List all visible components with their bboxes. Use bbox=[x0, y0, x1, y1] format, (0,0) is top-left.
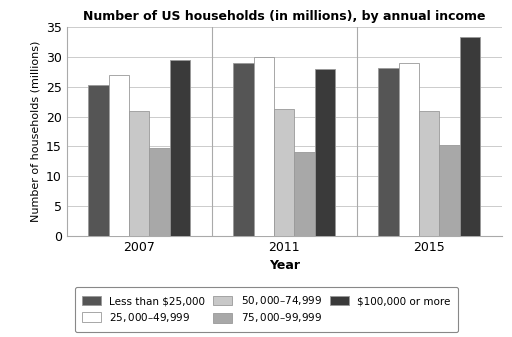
Bar bbox=[274, 109, 294, 236]
Bar bbox=[88, 85, 109, 236]
X-axis label: Year: Year bbox=[269, 259, 300, 272]
Bar bbox=[314, 69, 335, 236]
Bar bbox=[378, 68, 399, 236]
Bar bbox=[294, 152, 314, 236]
Legend: Less than $25,000, $25,000–$49,999, $50,000–$74,999, $75,000–$99,999, $100,000 o: Less than $25,000, $25,000–$49,999, $50,… bbox=[75, 287, 458, 332]
Bar bbox=[129, 111, 150, 236]
Bar bbox=[233, 63, 254, 236]
Bar bbox=[254, 57, 274, 236]
Bar bbox=[419, 111, 439, 236]
Bar bbox=[150, 148, 169, 236]
Bar bbox=[460, 36, 480, 236]
Title: Number of US households (in millions), by annual income: Number of US households (in millions), b… bbox=[83, 10, 485, 23]
Bar bbox=[109, 75, 129, 236]
Bar bbox=[399, 63, 419, 236]
Bar bbox=[169, 60, 190, 236]
Y-axis label: Number of households (millions): Number of households (millions) bbox=[30, 41, 40, 222]
Bar bbox=[439, 145, 460, 236]
